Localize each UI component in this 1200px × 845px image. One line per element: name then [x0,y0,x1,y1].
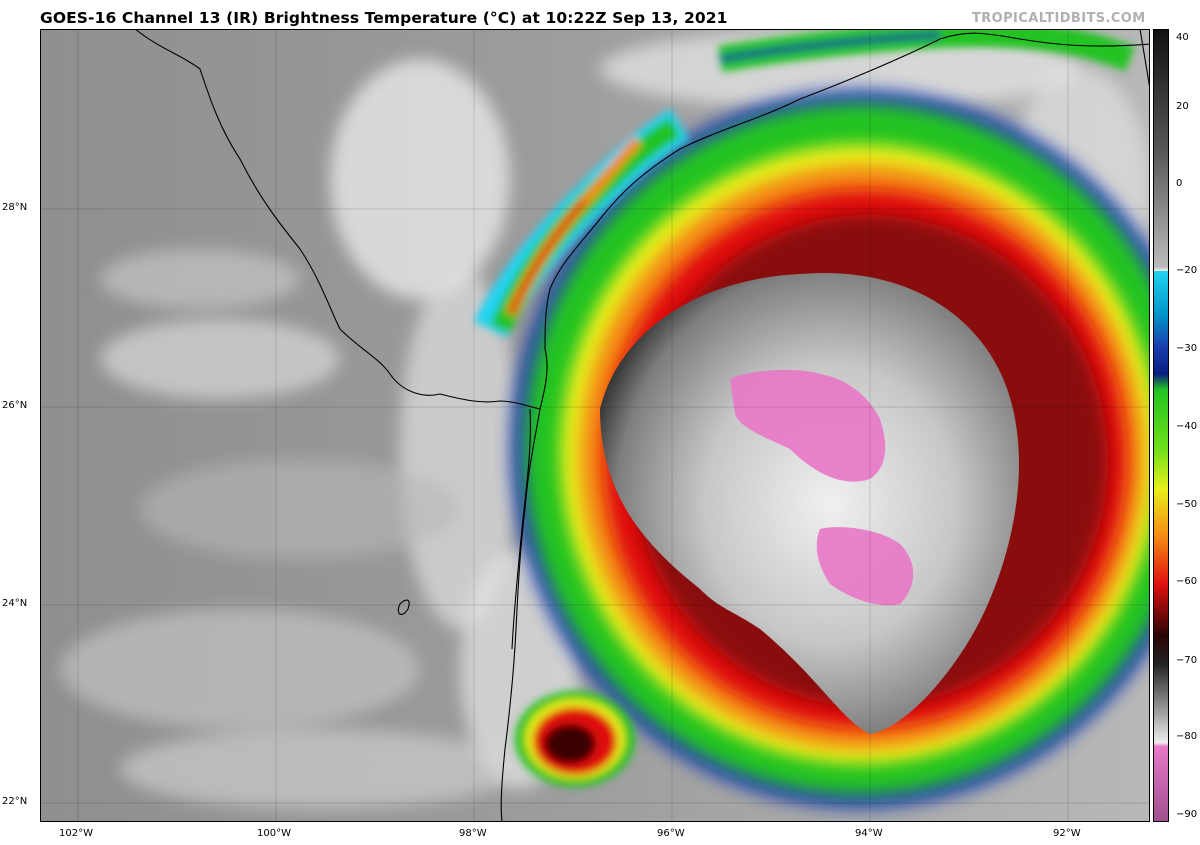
colorbar-tick-label: −20 [1176,265,1198,276]
site-credit: TROPICALTIDBITS.COM [972,11,1146,26]
colorbar-tick-label: −60 [1176,576,1198,587]
lon-label-102w: 102°W [59,828,93,839]
colorbar-tick-label: 40 [1176,32,1189,43]
colorbar-tick-label: 20 [1176,100,1189,112]
coldest-tops [730,369,914,606]
lat-label-28n: 28°N [2,202,28,213]
lon-label-94w: 94°W [855,828,883,839]
satellite-ir-map [40,29,1150,822]
secondary-convective-cell [515,691,635,787]
lat-lon-grid [40,29,1150,822]
map-title: GOES-16 Channel 13 (IR) Brightness Tempe… [40,9,728,27]
colorbar-tick-label: −30 [1176,343,1198,354]
colorbar-tick-label: −50 [1176,499,1198,510]
lat-label-24n: 24°N [2,598,28,609]
temperature-colorbar [1153,29,1169,822]
coastal-rainband [473,29,1135,338]
colorbar-tick-label: −90 [1176,809,1198,820]
colorbar-tick-label: −70 [1176,655,1198,666]
lat-label-22n: 22°N [2,796,28,807]
lat-label-26n: 26°N [2,400,28,411]
lon-label-100w: 100°W [257,828,291,839]
hurricane-cloud-shield [510,89,1150,809]
lon-label-92w: 92°W [1053,828,1081,839]
colorbar-tick-label: 0 [1176,178,1183,189]
lon-label-98w: 98°W [459,828,487,839]
map-frame [40,29,1150,822]
coastlines-borders [134,29,1150,822]
lon-label-96w: 96°W [657,828,685,839]
colorbar-tick-label: −40 [1176,421,1198,432]
colorbar-tick-label: −80 [1176,731,1198,742]
